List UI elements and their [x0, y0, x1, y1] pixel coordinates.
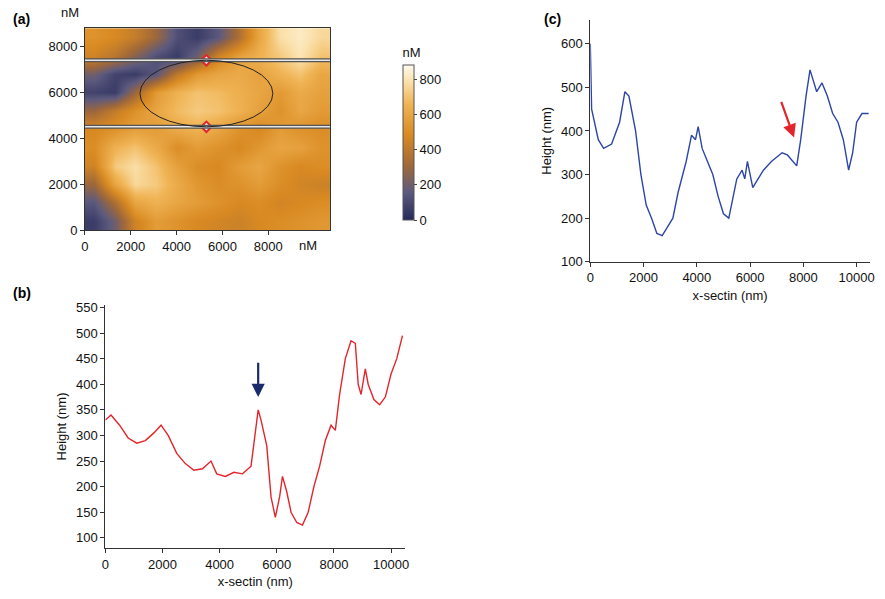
svg-text:(b): (b) — [13, 285, 31, 301]
svg-text:6000: 6000 — [48, 85, 77, 100]
svg-text:8000: 8000 — [319, 557, 348, 572]
svg-text:8000: 8000 — [254, 239, 283, 254]
svg-text:600: 600 — [420, 107, 442, 122]
svg-text:400: 400 — [420, 142, 442, 157]
svg-text:nM: nM — [402, 45, 420, 60]
svg-text:0: 0 — [102, 557, 109, 572]
svg-text:6000: 6000 — [262, 557, 291, 572]
svg-text:600: 600 — [561, 36, 583, 51]
svg-text:300: 300 — [561, 167, 583, 182]
svg-text:400: 400 — [76, 377, 98, 392]
svg-text:200: 200 — [76, 479, 98, 494]
svg-text:2000: 2000 — [629, 270, 658, 285]
svg-text:Height (nm): Height (nm) — [54, 393, 69, 461]
svg-text:2000: 2000 — [148, 557, 177, 572]
svg-text:500: 500 — [76, 326, 98, 341]
svg-text:550: 550 — [76, 300, 98, 315]
svg-text:nM: nM — [299, 238, 317, 253]
svg-text:100: 100 — [561, 254, 583, 269]
svg-text:0: 0 — [81, 239, 88, 254]
svg-text:x-sectin (nm): x-sectin (nm) — [218, 574, 293, 589]
svg-text:Height (nm): Height (nm) — [539, 107, 554, 175]
svg-text:x-sectin (nm): x-sectin (nm) — [693, 288, 768, 303]
svg-text:nM: nM — [61, 5, 79, 20]
svg-text:800: 800 — [420, 72, 442, 87]
svg-text:(c): (c) — [544, 11, 561, 27]
svg-text:6000: 6000 — [208, 239, 237, 254]
svg-text:350: 350 — [76, 402, 98, 417]
svg-text:250: 250 — [76, 454, 98, 469]
svg-text:0: 0 — [420, 213, 427, 228]
svg-text:2000: 2000 — [48, 177, 77, 192]
svg-text:0: 0 — [587, 270, 594, 285]
svg-text:(a): (a) — [13, 11, 30, 27]
svg-text:0: 0 — [70, 223, 77, 238]
svg-text:500: 500 — [561, 80, 583, 95]
svg-text:450: 450 — [76, 351, 98, 366]
svg-text:150: 150 — [76, 505, 98, 520]
svg-text:10000: 10000 — [373, 557, 409, 572]
svg-text:8000: 8000 — [789, 270, 818, 285]
svg-text:300: 300 — [76, 428, 98, 443]
svg-text:8000: 8000 — [48, 39, 77, 54]
svg-text:2000: 2000 — [116, 239, 145, 254]
svg-text:4000: 4000 — [48, 131, 77, 146]
svg-text:200: 200 — [561, 211, 583, 226]
svg-text:4000: 4000 — [682, 270, 711, 285]
svg-text:6000: 6000 — [736, 270, 765, 285]
svg-text:200: 200 — [420, 177, 442, 192]
svg-text:4000: 4000 — [162, 239, 191, 254]
svg-text:10000: 10000 — [839, 270, 875, 285]
svg-text:400: 400 — [561, 124, 583, 139]
svg-text:4000: 4000 — [205, 557, 234, 572]
svg-text:100: 100 — [76, 530, 98, 545]
